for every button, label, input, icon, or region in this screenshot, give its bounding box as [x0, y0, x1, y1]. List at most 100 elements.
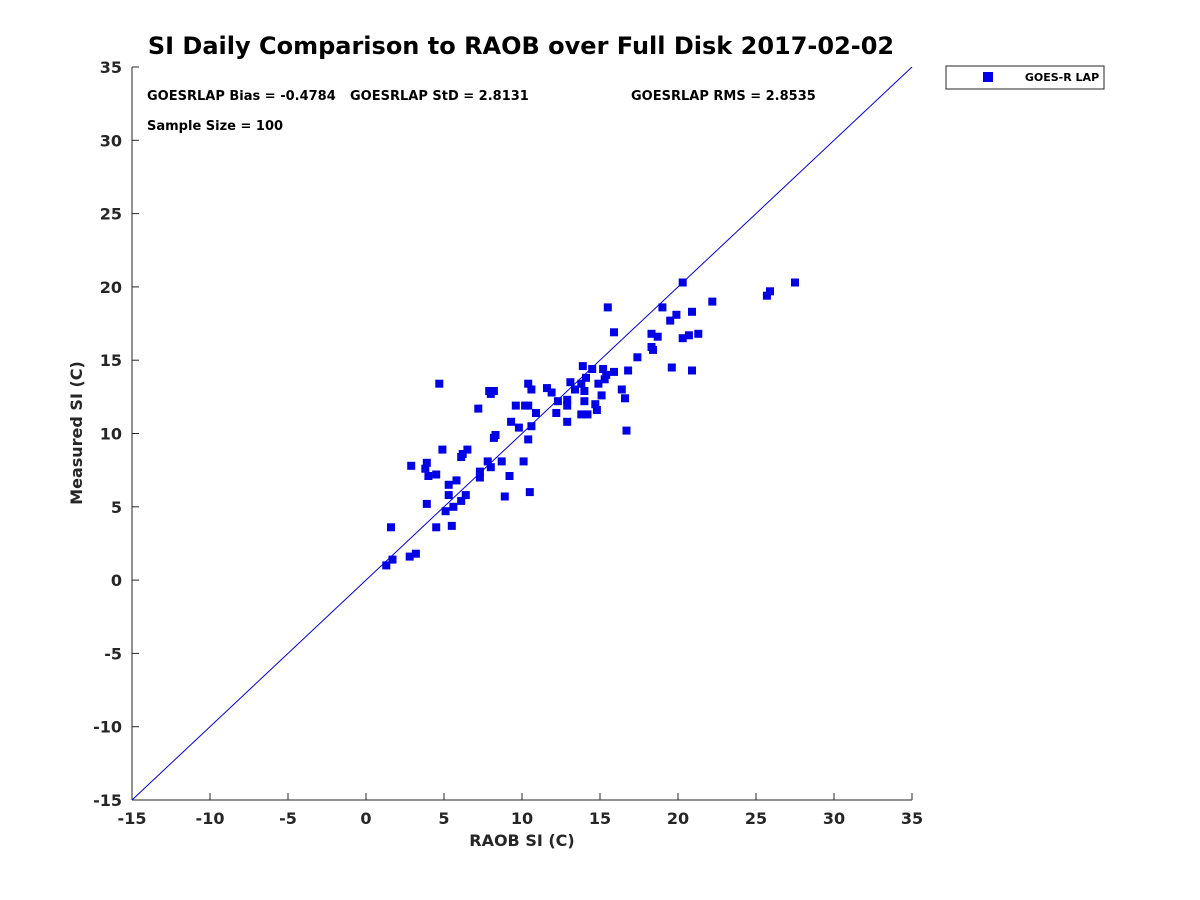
data-point [497, 457, 506, 466]
data-point [708, 297, 717, 306]
data-point [580, 387, 589, 395]
data-point [658, 303, 667, 312]
data-point [524, 435, 533, 444]
x-tick-label: 20 [667, 809, 689, 828]
data-point [486, 463, 495, 472]
data-point [762, 291, 771, 300]
data-point [407, 461, 416, 470]
x-tick-label: 0 [360, 809, 371, 828]
data-point [603, 303, 612, 312]
data-point [388, 555, 397, 564]
y-tick-label: -5 [104, 644, 122, 663]
data-point [511, 401, 520, 410]
data-point [411, 549, 420, 558]
data-point [527, 385, 536, 394]
y-tick-label: 15 [100, 351, 122, 370]
data-point [441, 507, 450, 516]
data-point [617, 385, 626, 394]
data-point [532, 409, 540, 417]
data-point [444, 491, 453, 500]
data-point [583, 410, 592, 419]
y-tick-label: 0 [111, 571, 122, 590]
x-tick-label: 25 [745, 809, 767, 828]
data-point [452, 476, 461, 485]
x-tick-label: 15 [589, 809, 611, 828]
data-point [424, 472, 433, 480]
data-point [463, 445, 472, 454]
data-point [624, 366, 633, 375]
data-point [577, 410, 586, 419]
data-point [678, 334, 687, 343]
data-point [519, 457, 528, 466]
chart-title: SI Daily Comparison to RAOB over Full Di… [148, 32, 894, 60]
data-point [474, 404, 483, 413]
data-point [507, 417, 516, 426]
data-point [610, 328, 618, 337]
legend-marker-square [983, 72, 993, 82]
legend-entry-label: GOES-R LAP [1025, 71, 1099, 84]
y-tick-label: 20 [100, 278, 122, 297]
data-point [563, 395, 572, 404]
y-tick-label: -15 [93, 791, 122, 810]
data-point [382, 561, 391, 570]
data-point [694, 329, 703, 338]
data-point [672, 310, 681, 319]
data-point [766, 287, 774, 296]
data-point [578, 362, 587, 371]
y-tick-label: 25 [100, 205, 122, 224]
x-tick-label: 5 [438, 809, 449, 828]
data-point [580, 397, 589, 406]
data-point [563, 401, 572, 410]
one-to-one-reference-line [131, 66, 913, 801]
data-point [653, 332, 662, 341]
x-tick-label: -5 [279, 809, 297, 828]
data-point [602, 370, 611, 379]
data-point [547, 388, 556, 397]
x-axis-title: RAOB SI (C) [469, 831, 574, 850]
data-point [571, 385, 579, 394]
data-point [422, 458, 431, 467]
data-point [458, 450, 467, 458]
x-tick-label: 10 [511, 809, 533, 828]
data-point [592, 406, 601, 414]
data-point [483, 457, 492, 466]
data-point [684, 331, 693, 340]
data-point [610, 367, 618, 376]
data-points [382, 278, 799, 570]
data-point [582, 373, 590, 382]
data-point [447, 521, 456, 530]
data-point [553, 397, 562, 406]
data-point [461, 491, 470, 500]
data-point [591, 400, 600, 409]
x-tick-label: 35 [901, 809, 923, 828]
x-tick-label: -15 [118, 809, 147, 828]
data-point [543, 384, 551, 393]
data-point [791, 278, 799, 287]
data-point [563, 417, 572, 426]
data-point [597, 391, 606, 400]
data-point [633, 353, 642, 362]
data-point [432, 470, 441, 479]
data-point [405, 552, 414, 561]
data-point [666, 316, 675, 325]
bias-annotation: GOESRLAP Bias = -0.4784 [147, 89, 336, 104]
data-point [421, 464, 430, 473]
legend-box [945, 65, 1105, 90]
y-tick-label: 30 [100, 131, 122, 150]
x-tick-label: 30 [823, 809, 845, 828]
legend: GOES-R LAP [945, 65, 1105, 90]
statistics-annotations: GOESRLAP Bias = -0.4784 GOESRLAP StD = 2… [147, 89, 816, 134]
y-axis-title: Measured SI (C) [67, 361, 86, 505]
data-point [457, 496, 466, 505]
sample-size-annotation: Sample Size = 100 [147, 119, 283, 134]
y-ticks: -15 -10 -5 0 5 10 15 20 25 30 35 [93, 58, 139, 810]
x-ticks: -15 -10 -5 0 5 10 15 20 25 30 35 [118, 793, 923, 828]
data-point [594, 379, 603, 388]
data-point [432, 523, 441, 532]
data-point [500, 492, 509, 501]
data-point [688, 307, 696, 316]
data-point [491, 431, 500, 439]
data-point [438, 445, 447, 454]
data-point [647, 329, 656, 338]
